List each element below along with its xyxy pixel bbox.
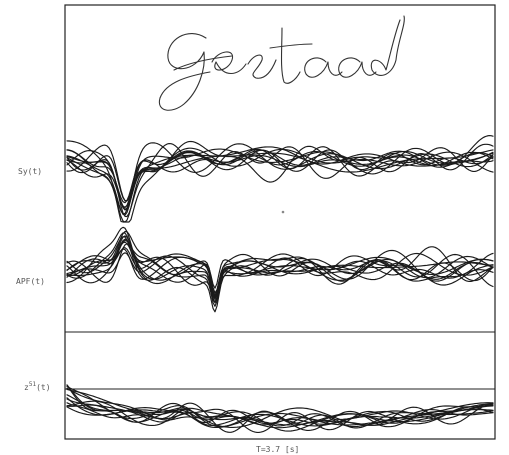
sy-trace (66, 149, 494, 204)
sy-traces (66, 135, 494, 223)
z-traces (66, 384, 494, 433)
stray-dot (281, 210, 285, 214)
z-trace (66, 384, 494, 433)
z-trace (66, 405, 494, 428)
apf-traces (66, 226, 494, 313)
sy-label: Sy(t) (18, 167, 42, 176)
z-trace (66, 386, 494, 431)
z-trace (66, 398, 494, 426)
sy-trace (66, 142, 494, 215)
sy-trace (66, 149, 494, 223)
sy-trace (66, 140, 494, 208)
z-trace (66, 394, 494, 432)
apf-trace (66, 232, 494, 297)
z-trace (66, 397, 494, 427)
z-label-suffix: (t) (36, 383, 50, 392)
handwritten-signature (158, 15, 405, 111)
apf-label: APF(t) (16, 277, 45, 286)
sy-trace (66, 140, 494, 223)
z-trace (66, 404, 494, 428)
z-label-base: z (24, 383, 29, 392)
apf-trace (66, 248, 494, 299)
sy-trace (66, 135, 494, 216)
apf-trace (66, 252, 494, 296)
apf-trace (66, 226, 494, 304)
z-label: z51(t) (24, 381, 51, 392)
z-label-superscript: 51 (29, 381, 37, 388)
apf-trace (66, 239, 494, 299)
apf-trace (66, 230, 494, 303)
time-axis-label: T=3.7 [s] (256, 445, 299, 454)
sy-trace (66, 143, 494, 218)
plot-frame (64, 4, 496, 440)
sy-trace (66, 146, 494, 208)
apf-trace (66, 235, 494, 300)
